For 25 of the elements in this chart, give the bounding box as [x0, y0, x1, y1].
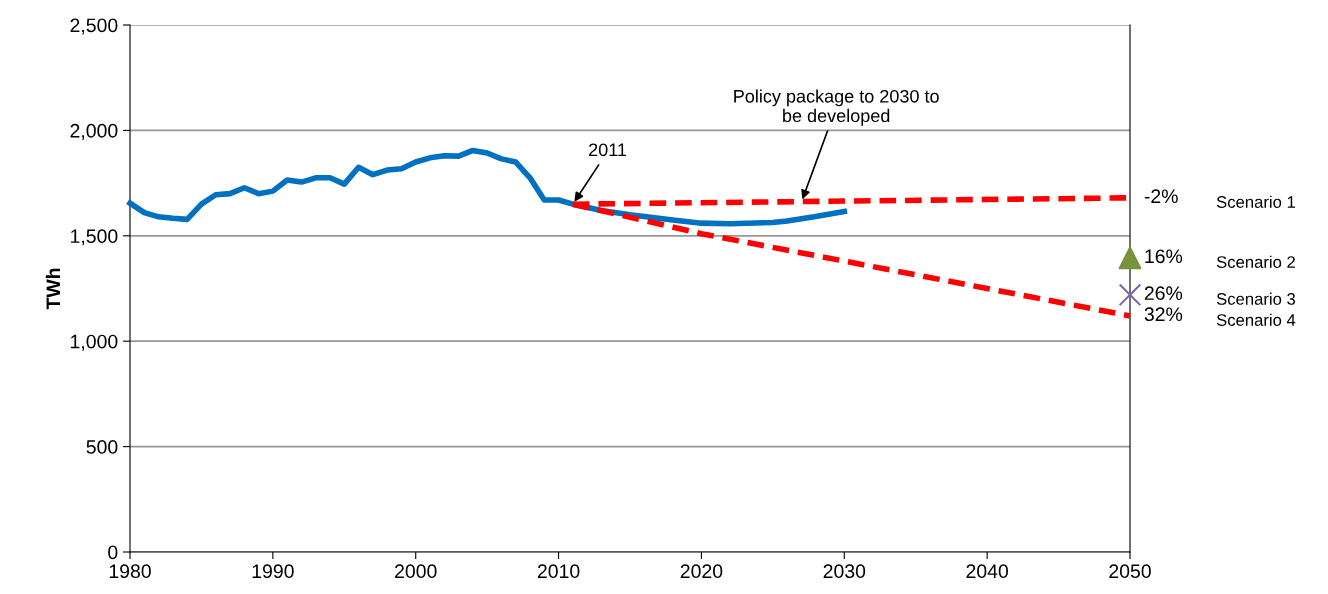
y-tick-label: 2,000 [70, 123, 118, 140]
annotation: Policy package to 2030 to be developed [734, 89, 939, 126]
x-tick-label: 2030 [823, 564, 866, 579]
annotation: -2% [1144, 189, 1178, 203]
y-tick-label: 500 [86, 440, 118, 454]
text: Scenario 3 [1216, 292, 1296, 305]
x-tick-label: 2020 [680, 564, 723, 579]
text: Scenario 4 [1216, 313, 1296, 326]
y-tick-label: 1,000 [71, 334, 118, 351]
annotation: 16% [1145, 249, 1183, 264]
text: Scenario 1 [1216, 195, 1295, 208]
y-tick-label: 1,500 [71, 229, 118, 246]
text: Scenario 2 [1216, 255, 1295, 268]
y-tick-label: 2,500 [70, 18, 118, 35]
y-axis-title: TWh [45, 268, 60, 310]
x-tick-label: 2010 [537, 564, 580, 579]
annotation: 2011 [589, 143, 627, 157]
y-tick-label: 0 [108, 545, 118, 560]
x-tick-label: 2040 [966, 564, 1009, 579]
annotation: 32% [1144, 307, 1183, 322]
x-tick-label: 2000 [395, 564, 437, 579]
x-tick-label: 1980 [109, 564, 151, 579]
x-tick-label: 1990 [252, 564, 294, 579]
x-tick-label: 2050 [1109, 564, 1151, 579]
annotation: 26% [1144, 286, 1183, 301]
